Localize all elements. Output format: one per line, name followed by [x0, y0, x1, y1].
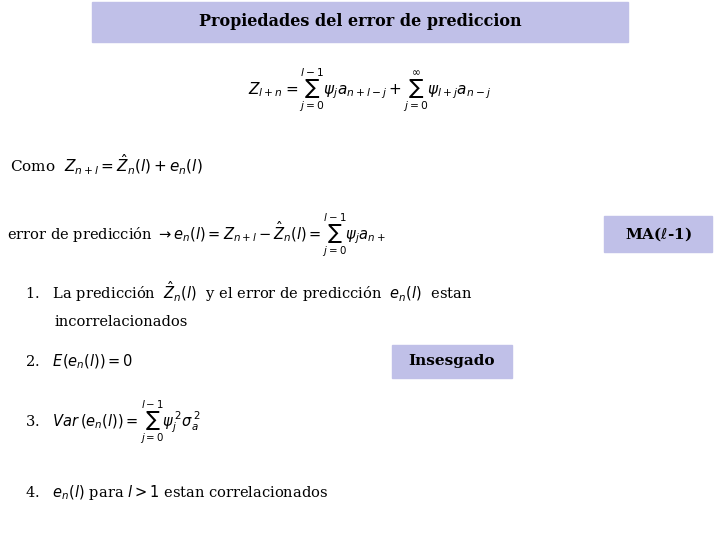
Text: Propiedades del error de prediccion: Propiedades del error de prediccion [199, 12, 521, 30]
Text: error de predicción $\rightarrow e_n(l) = Z_{n+l} - \hat{Z}_n(l) = \sum_{j=0}^{l: error de predicción $\rightarrow e_n(l) … [7, 212, 386, 259]
FancyBboxPatch shape [92, 2, 628, 42]
Text: 2.   $E(e_n(l)) = 0$: 2. $E(e_n(l)) = 0$ [25, 353, 133, 371]
FancyBboxPatch shape [604, 216, 712, 252]
Text: Como  $Z_{n+l} = \hat{Z}_n(l) + e_n(l)$: Como $Z_{n+l} = \hat{Z}_n(l) + e_n(l)$ [10, 153, 202, 177]
Text: 1.   La predicción  $\hat{Z}_n(l)$  y el error de predicción  $e_n(l)$  estan: 1. La predicción $\hat{Z}_n(l)$ y el err… [25, 280, 472, 305]
Text: MA($\ell$-1): MA($\ell$-1) [624, 225, 691, 243]
Text: $Z_{l+n} = \sum_{j=0}^{l-1} \psi_j a_{n+l-j} + \sum_{j=0}^{\infty} \psi_{l+j} a_: $Z_{l+n} = \sum_{j=0}^{l-1} \psi_j a_{n+… [248, 66, 492, 114]
Text: Insesgado: Insesgado [409, 354, 495, 368]
Text: 3.   $Var\,(e_n(l)) = \sum_{j=0}^{l-1} \psi_j^{\,2} \sigma_a^{\,2}$: 3. $Var\,(e_n(l)) = \sum_{j=0}^{l-1} \ps… [25, 399, 201, 445]
FancyBboxPatch shape [392, 345, 512, 378]
Text: 4.   $e_n(l)$ para $l > 1$ estan correlacionados: 4. $e_n(l)$ para $l > 1$ estan correlaci… [25, 483, 328, 502]
Text: incorrelacionados: incorrelacionados [55, 315, 189, 329]
